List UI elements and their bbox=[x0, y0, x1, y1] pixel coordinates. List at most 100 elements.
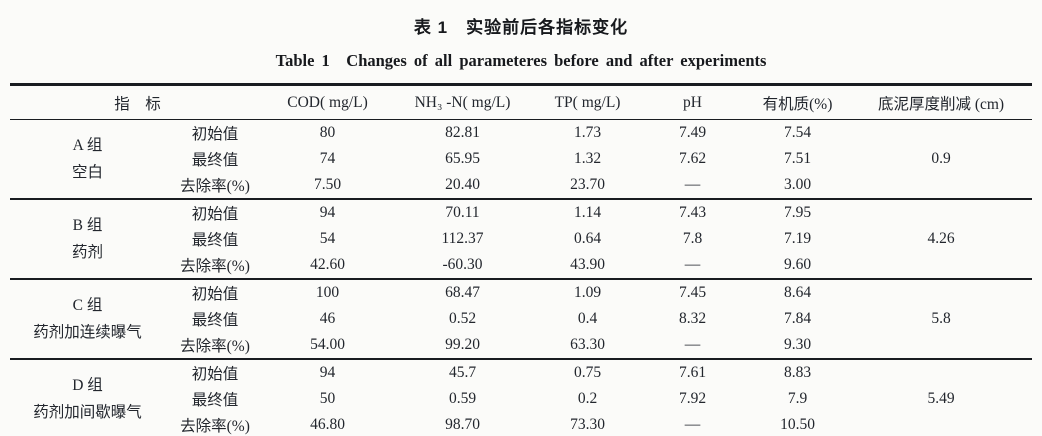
value-cell: 70.11 bbox=[390, 198, 536, 226]
value-cell: — bbox=[684, 336, 701, 353]
value-cell: 0.2 bbox=[577, 390, 598, 407]
value-cell: 68.47 bbox=[390, 278, 536, 306]
value-cell: 0.64 bbox=[573, 230, 602, 247]
value-cell: 1.09 bbox=[535, 278, 641, 306]
header-indicator: 指 标 bbox=[10, 84, 266, 120]
table-row: D 组药剂加间歇曝气 初始值 94 45.7 0.75 7.61 8.83 5.49 bbox=[10, 358, 1033, 436]
header-ph: pH bbox=[640, 84, 746, 120]
group-treatment: 空白 bbox=[71, 164, 103, 181]
group-name: C 组 bbox=[72, 297, 103, 314]
value-cell: 7.92 bbox=[678, 390, 707, 407]
table-row: C 组药剂加连续曝气 初始值 100 68.47 1.09 7.45 8.64 5.8 bbox=[10, 278, 1033, 359]
value-cell: 54 bbox=[319, 230, 336, 247]
value-cell: 63.30 bbox=[570, 336, 605, 353]
value-cell: 73.30 bbox=[570, 416, 605, 433]
value-cell: 7.61 bbox=[640, 358, 746, 386]
value-cell: 7.45 bbox=[640, 278, 746, 306]
header-sediment-reduction: 底泥厚度削减 (cm) bbox=[850, 84, 1033, 120]
value-cell: 0.75 bbox=[535, 358, 641, 386]
table-row: A 组空白 初始值 80 82.81 1.73 7.49 7.54 0.9 bbox=[10, 120, 1032, 181]
value-cell: 8.64 bbox=[745, 278, 851, 306]
value-cell: 7.49 bbox=[678, 124, 707, 141]
row-label: 初始值 bbox=[165, 358, 266, 386]
value-cell: 3.00 bbox=[783, 176, 812, 193]
thickness-reduction-cell: 5.8 bbox=[850, 278, 1033, 359]
value-cell: 9.30 bbox=[783, 336, 812, 353]
value-cell: 100 bbox=[265, 278, 391, 306]
row-label: 去除率(%) bbox=[180, 258, 250, 275]
value-cell: 42.60 bbox=[310, 256, 345, 273]
row-label: 最终值 bbox=[191, 392, 239, 409]
value-cell: 7.19 bbox=[783, 230, 812, 247]
row-label: 最终值 bbox=[191, 232, 239, 249]
row-label: 初始值 bbox=[191, 126, 239, 143]
group-treatment: 药剂加连续曝气 bbox=[33, 324, 142, 341]
group-label: D 组药剂加间歇曝气 bbox=[10, 358, 165, 436]
row-label: 去除率(%) bbox=[180, 418, 250, 435]
row-label: 最终值 bbox=[191, 312, 239, 329]
row-label: 去除率(%) bbox=[180, 178, 250, 195]
value-cell: 94 bbox=[265, 358, 391, 386]
value-cell: 99.20 bbox=[445, 336, 480, 353]
value-cell: 7.54 bbox=[783, 124, 812, 141]
table-header: 指 标 COD( mg/L) NH₃ -N( mg/L) TP( mg/L) p… bbox=[10, 84, 1033, 120]
value-cell: 45.7 bbox=[390, 358, 536, 386]
value-cell: 1.73 bbox=[573, 124, 602, 141]
value-cell: 50 bbox=[319, 390, 336, 407]
thickness-reduction-cell: 0.9 bbox=[931, 150, 951, 167]
value-cell: 7.95 bbox=[745, 198, 851, 226]
value-cell: 46.80 bbox=[310, 416, 345, 433]
table-body: A 组空白 初始值 80 82.81 1.73 7.49 7.54 0.9 最终值 74 65.95… bbox=[10, 120, 1033, 436]
group-name: A 组 bbox=[72, 137, 103, 154]
group-name: D 组 bbox=[72, 377, 103, 394]
value-cell: 0.59 bbox=[448, 390, 477, 407]
value-cell: 8.83 bbox=[745, 358, 851, 386]
table-row: 去除率(%) 7.50 20.40 23.70 — 3.00 bbox=[10, 172, 1032, 199]
group-name: B 组 bbox=[72, 217, 103, 234]
table-row: 最终值 74 65.95 1.32 7.62 7.51 bbox=[10, 146, 1032, 172]
thickness-reduction-cell: 4.26 bbox=[850, 198, 1033, 279]
value-cell: 46 bbox=[319, 310, 336, 327]
table-row: 去除率(%) 54.00 99.20 63.30 — 9.30 bbox=[10, 332, 1032, 359]
group-treatment: 药剂 bbox=[71, 244, 103, 261]
header-nh3n: NH₃ -N( mg/L) bbox=[390, 84, 536, 120]
value-cell: 82.81 bbox=[445, 124, 480, 141]
value-cell: 1.32 bbox=[573, 150, 602, 167]
table-title-chinese: 表 1 实验前后各指标变化 bbox=[413, 18, 629, 37]
value-cell: 8.32 bbox=[678, 310, 707, 327]
row-label: 去除率(%) bbox=[180, 338, 250, 355]
value-cell: 65.95 bbox=[445, 150, 480, 167]
value-cell: 1.14 bbox=[535, 198, 641, 226]
table-row: B 组药剂 初始值 94 70.11 1.14 7.43 7.95 4.26 bbox=[10, 198, 1033, 279]
table-title-english: Table 1 Changes of all parameteres befor… bbox=[275, 51, 767, 70]
header-tp: TP( mg/L) bbox=[535, 84, 641, 120]
row-label: 初始值 bbox=[165, 198, 266, 226]
value-cell: — bbox=[684, 256, 701, 273]
value-cell: 54.00 bbox=[310, 336, 345, 353]
group-treatment: 药剂加间歇曝气 bbox=[33, 404, 142, 421]
value-cell: 20.40 bbox=[445, 176, 480, 193]
value-cell: — bbox=[684, 416, 701, 433]
value-cell: 7.62 bbox=[678, 150, 707, 167]
row-label: 初始值 bbox=[165, 278, 266, 306]
header-row: 指 标 COD( mg/L) NH₃ -N( mg/L) TP( mg/L) p… bbox=[10, 84, 1033, 120]
value-cell: 98.70 bbox=[445, 416, 480, 433]
value-cell: 7.8 bbox=[682, 230, 703, 247]
table-row: 去除率(%) 42.60 -60.30 43.90 — 9.60 bbox=[10, 252, 1032, 279]
results-table: 指 标 COD( mg/L) NH₃ -N( mg/L) TP( mg/L) p… bbox=[10, 83, 1033, 436]
value-cell: -60.30 bbox=[442, 256, 483, 273]
thickness-reduction-cell: 5.49 bbox=[850, 358, 1033, 436]
table-row: 去除率(%) 46.80 98.70 73.30 — 10.50 bbox=[10, 412, 1032, 436]
value-cell: 43.90 bbox=[570, 256, 605, 273]
value-cell: 94 bbox=[265, 198, 391, 226]
value-cell: 7.43 bbox=[640, 198, 746, 226]
value-cell: 10.50 bbox=[780, 416, 815, 433]
value-cell: 7.84 bbox=[783, 310, 812, 327]
group-label: B 组药剂 bbox=[10, 198, 165, 279]
group-label: A 组空白 bbox=[10, 120, 165, 200]
value-cell: 23.70 bbox=[570, 176, 605, 193]
value-cell: — bbox=[684, 176, 701, 193]
value-cell: 80 bbox=[319, 124, 336, 141]
table-row: 最终值 54 112.37 0.64 7.8 7.19 bbox=[10, 226, 1032, 252]
